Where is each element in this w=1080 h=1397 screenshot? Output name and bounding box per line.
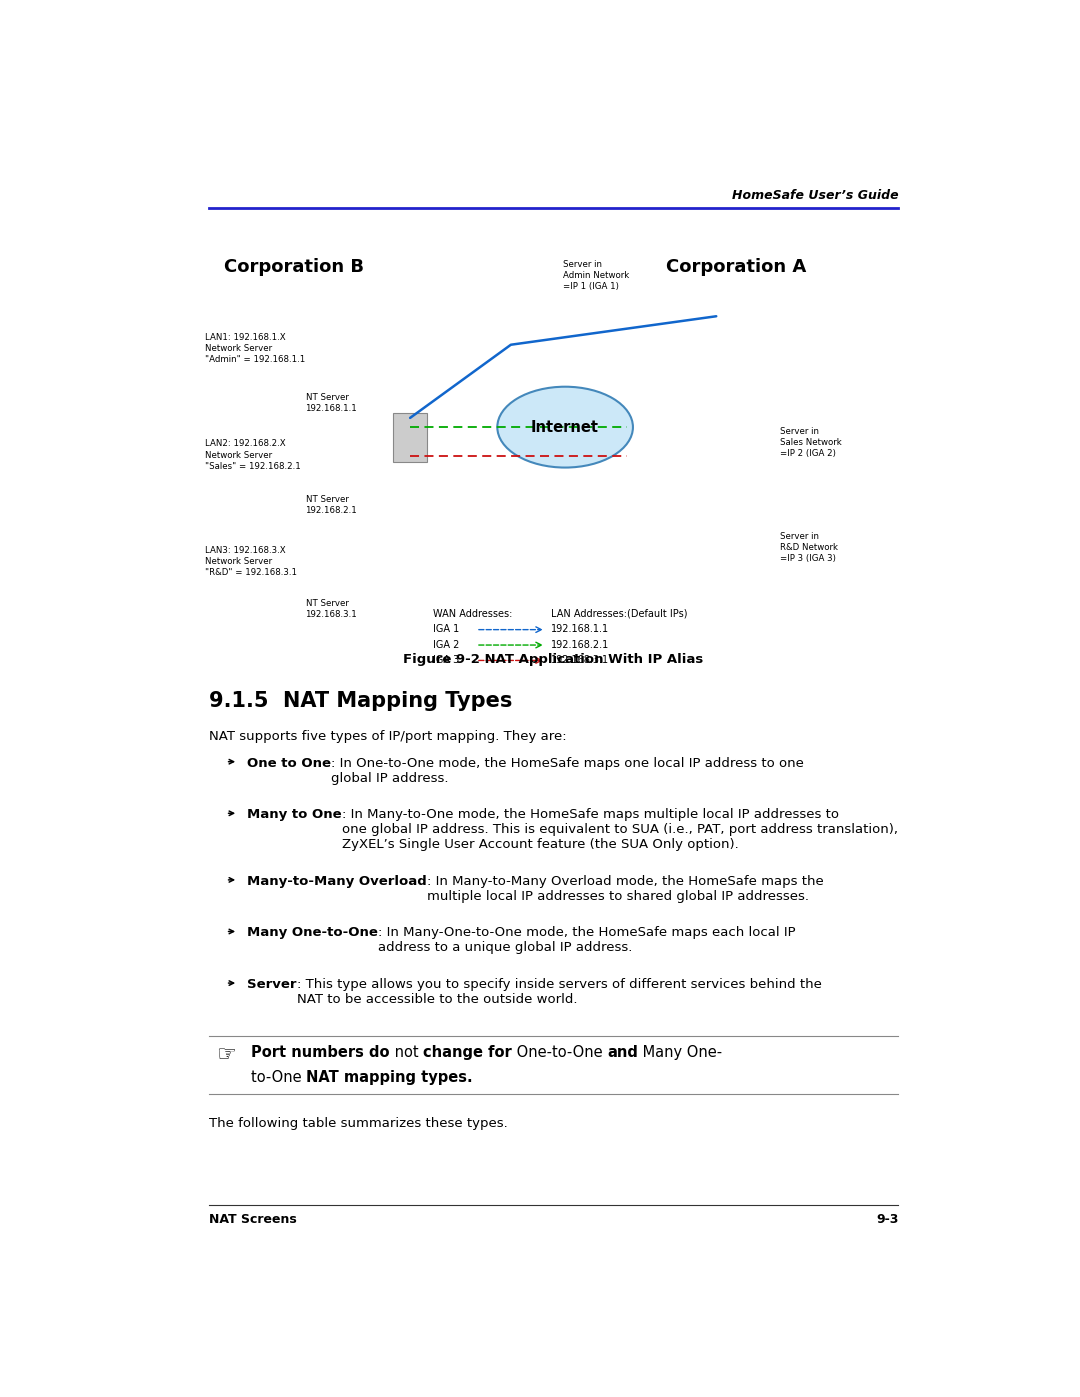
Text: Corporation B: Corporation B <box>225 257 364 275</box>
Text: 9-3: 9-3 <box>876 1213 899 1225</box>
Text: : In Many-One-to-One mode, the HomeSafe maps each local IP
address to a unique g: : In Many-One-to-One mode, the HomeSafe … <box>378 926 796 954</box>
Text: Many One-: Many One- <box>638 1045 723 1060</box>
Text: LAN3: 192.168.3.X
Network Server
"R&D" = 192.168.3.1: LAN3: 192.168.3.X Network Server "R&D" =… <box>205 546 297 577</box>
Text: NAT mapping types.: NAT mapping types. <box>307 1070 473 1084</box>
Text: NT Server
192.168.1.1: NT Server 192.168.1.1 <box>306 393 357 414</box>
Text: 9.1.5  NAT Mapping Types: 9.1.5 NAT Mapping Types <box>208 692 512 711</box>
Text: and: and <box>607 1045 638 1060</box>
Text: LAN Addresses:(Default IPs): LAN Addresses:(Default IPs) <box>551 609 688 619</box>
Text: Many to One: Many to One <box>247 809 342 821</box>
Text: Internet: Internet <box>531 419 599 434</box>
Text: : This type allows you to specify inside servers of different services behind th: : This type allows you to specify inside… <box>297 978 822 1006</box>
Text: NT Server
192.168.3.1: NT Server 192.168.3.1 <box>306 599 357 619</box>
Text: HomeSafe User’s Guide: HomeSafe User’s Guide <box>732 189 899 203</box>
Text: LAN1: 192.168.1.X
Network Server
"Admin" = 192.168.1.1: LAN1: 192.168.1.X Network Server "Admin"… <box>205 334 305 365</box>
Text: ☞: ☞ <box>216 1045 235 1065</box>
Text: NT Server
192.168.2.1: NT Server 192.168.2.1 <box>306 495 357 515</box>
Text: : In Many-to-Many Overload mode, the HomeSafe maps the
multiple local IP address: : In Many-to-Many Overload mode, the Hom… <box>427 875 824 902</box>
Ellipse shape <box>497 387 633 468</box>
Text: IGA 2: IGA 2 <box>433 640 460 650</box>
Text: 192.168.3.1: 192.168.3.1 <box>551 655 609 665</box>
Text: Server in
R&D Network
=IP 3 (IGA 3): Server in R&D Network =IP 3 (IGA 3) <box>780 532 838 563</box>
Text: to-One: to-One <box>252 1070 307 1084</box>
Text: The following table summarizes these types.: The following table summarizes these typ… <box>208 1116 508 1130</box>
Text: change for: change for <box>423 1045 512 1060</box>
Text: Port numbers do: Port numbers do <box>252 1045 390 1060</box>
Text: LAN2: 192.168.2.X
Network Server
"Sales" = 192.168.2.1: LAN2: 192.168.2.X Network Server "Sales"… <box>205 440 300 471</box>
Text: 192.168.2.1: 192.168.2.1 <box>551 640 609 650</box>
Text: IGA 3: IGA 3 <box>433 655 460 665</box>
Text: One to One: One to One <box>247 757 332 770</box>
Text: Many One-to-One: Many One-to-One <box>247 926 378 939</box>
Text: IGA 1: IGA 1 <box>433 624 460 634</box>
Text: Many-to-Many Overload: Many-to-Many Overload <box>247 875 427 888</box>
Text: Server in
Sales Network
=IP 2 (IGA 2): Server in Sales Network =IP 2 (IGA 2) <box>780 427 841 458</box>
Text: : In One-to-One mode, the HomeSafe maps one local IP address to one
global IP ad: : In One-to-One mode, the HomeSafe maps … <box>332 757 805 785</box>
Text: One-to-One: One-to-One <box>512 1045 607 1060</box>
Text: Server in
Admin Network
=IP 1 (IGA 1): Server in Admin Network =IP 1 (IGA 1) <box>563 260 629 291</box>
Text: NAT supports five types of IP/port mapping. They are:: NAT supports five types of IP/port mappi… <box>208 729 566 743</box>
Text: WAN Addresses:: WAN Addresses: <box>433 609 513 619</box>
Text: 192.168.1.1: 192.168.1.1 <box>551 624 609 634</box>
FancyBboxPatch shape <box>393 412 428 462</box>
Text: Corporation A: Corporation A <box>666 257 806 275</box>
Text: not: not <box>390 1045 423 1060</box>
Text: : In Many-to-One mode, the HomeSafe maps multiple local IP addresses to
one glob: : In Many-to-One mode, the HomeSafe maps… <box>342 809 897 851</box>
Text: NAT Screens: NAT Screens <box>208 1213 296 1225</box>
Text: Server: Server <box>247 978 297 990</box>
Text: Figure 9-2 NAT Application With IP Alias: Figure 9-2 NAT Application With IP Alias <box>403 652 704 666</box>
